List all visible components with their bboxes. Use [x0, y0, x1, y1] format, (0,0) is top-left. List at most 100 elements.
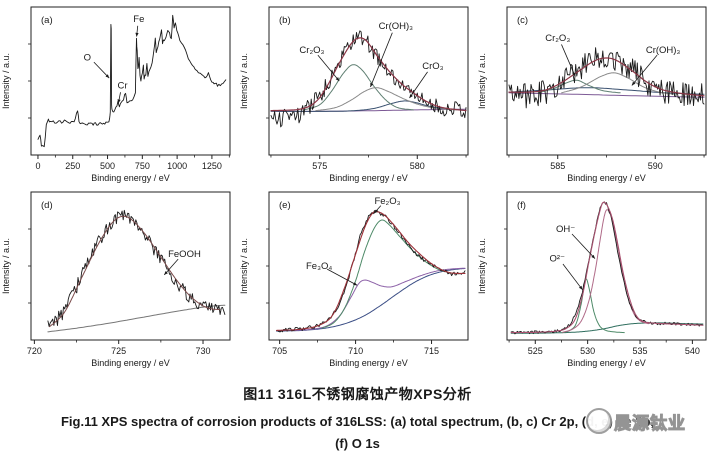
series-fit-envelope: [510, 201, 704, 334]
annotation-arrowhead: [578, 285, 583, 290]
annotation-arrow: [562, 263, 583, 290]
axis-box: [268, 191, 469, 341]
series-raw-data: [508, 47, 705, 109]
annotation-label: O²⁻: [549, 254, 565, 265]
series-background: [276, 268, 466, 332]
panel-f: 525 530 535 540 Binding energy / eV Intensity…: [476, 185, 714, 370]
x-axis-label: Binding energy / eV: [329, 173, 408, 183]
annotation-label: CrO₃: [422, 61, 443, 72]
series-fit-envelope: [508, 57, 705, 97]
annotation-arrow: [370, 32, 393, 88]
caption-english-line1: Fig.11 XPS spectra of corrosion products…: [60, 414, 655, 429]
x-tick-label: 0: [35, 161, 40, 171]
figure-caption: 图11 316L不锈钢腐蚀产物XPS分析 Fig.11 XPS spectra …: [0, 384, 715, 451]
x-tick-label: 575: [312, 161, 327, 171]
series-CrO3-component: [270, 100, 467, 112]
series-Fe3O4-component: [294, 267, 466, 331]
series-CrOH3-component: [561, 72, 676, 95]
y-axis-label: Intensity / a.u.: [1, 53, 11, 109]
annotation-arrowhead: [353, 282, 358, 286]
axis-box: [506, 191, 707, 341]
panel-d: 720 725 730 Binding energy / eV Intensity / …: [0, 185, 238, 370]
annotation-arrowhead: [572, 72, 576, 77]
y-axis-label: Intensity / a.u.: [477, 53, 487, 109]
panel-d-plot: 720 725 730 Binding energy / eV Intensity / …: [1, 191, 231, 368]
axis-box: [506, 6, 707, 156]
annotation-arrow: [561, 44, 576, 77]
x-tick-label: 750: [135, 161, 150, 171]
annotation-label: Fe₂O₃: [374, 196, 400, 207]
annotation-arrowhead: [117, 99, 121, 104]
x-tick-label: 1250: [202, 161, 222, 171]
annotation-arrow: [631, 54, 658, 86]
annotation-arrowhead: [335, 77, 340, 81]
x-tick-label: 725: [111, 346, 126, 356]
x-tick-label: 710: [348, 346, 363, 356]
series-fit-envelope: [49, 215, 221, 328]
x-tick-label: 525: [528, 346, 543, 356]
annotation-label: Cr(OH)₃: [379, 21, 414, 32]
panel-f-plot: 525 530 535 540 Binding energy / eV Intensity…: [477, 191, 707, 368]
x-tick-label: 540: [685, 346, 700, 356]
series-raw-data: [510, 201, 704, 335]
annotation-arrow: [571, 233, 596, 259]
panel-tag: (b): [279, 15, 291, 26]
annotation-arrowhead: [373, 209, 378, 214]
x-tick-label: 730: [196, 346, 211, 356]
annotation-label: Fe₃O₄: [306, 261, 332, 272]
panel-b: 575 580 Binding energy / eV Intensity / a.u…: [238, 0, 476, 185]
y-axis-label: Intensity / a.u.: [239, 238, 249, 294]
series-fit-envelope: [270, 37, 467, 112]
x-axis-label: Binding energy / eV: [91, 358, 170, 368]
annotation-label: O: [84, 52, 91, 63]
panel-e: 705 710 715 Binding energy / eV Intensity / …: [238, 185, 476, 370]
panel-tag: (e): [279, 200, 291, 211]
annotation-label: Cr₂O₃: [299, 45, 324, 56]
annotation-arrowhead: [409, 94, 413, 99]
annotation-label: FeOOH: [168, 249, 201, 260]
x-tick-label: 500: [100, 161, 115, 171]
x-axis-label: Binding energy / eV: [567, 358, 646, 368]
x-tick-label: 1000: [167, 161, 187, 171]
axis-box: [268, 6, 469, 156]
axis-box: [30, 6, 231, 156]
caption-chinese: 图11 316L不锈钢腐蚀产物XPS分析: [243, 386, 472, 402]
annotation-arrowhead: [164, 271, 168, 275]
x-axis-label: Binding energy / eV: [567, 173, 646, 183]
annotation-arrow: [317, 54, 340, 82]
panel-c: 585 590 Binding energy / eV Intensity / a.u…: [476, 0, 714, 185]
x-tick-label: 530: [580, 346, 595, 356]
x-tick-label: 535: [633, 346, 648, 356]
panel-tag: (f): [517, 200, 526, 211]
axis-box: [30, 191, 231, 341]
annotation-arrowhead: [370, 82, 374, 87]
y-axis-label: Intensity / a.u.: [477, 238, 487, 294]
series-CrOH3-component: [315, 87, 457, 112]
panel-a-plot: 0 250 500 750 1000 1250 Binding energy / eV Int…: [1, 6, 231, 183]
x-tick-label: 585: [550, 161, 565, 171]
figure-grid: 0 250 500 750 1000 1250 Binding energy / eV Int…: [0, 0, 714, 370]
series-survey-spectrum: [37, 14, 227, 148]
panel-tag: (d): [41, 200, 53, 211]
series-raw-data: [47, 209, 226, 327]
annotation-label: OH⁻: [556, 224, 575, 235]
panel-tag: (a): [41, 15, 53, 26]
annotation-arrowhead: [631, 81, 636, 86]
annotation-arrow: [93, 61, 110, 79]
annotation-arrow: [409, 71, 428, 99]
y-axis-label: Intensity / a.u.: [239, 53, 249, 109]
x-tick-label: 720: [27, 346, 42, 356]
annotation-arrowhead: [105, 74, 110, 79]
x-axis-label: Binding energy / eV: [329, 358, 408, 368]
panel-a: 0 250 500 750 1000 1250 Binding energy / eV Int…: [0, 0, 238, 185]
x-axis-label: Binding energy / eV: [91, 173, 170, 183]
caption-english-line2: (f) O 1s: [335, 436, 380, 451]
series-O2-component: [562, 278, 625, 334]
series-Fe2O3-component: [321, 219, 454, 329]
series-background: [47, 304, 226, 333]
annotation-label: Cr(OH)₃: [646, 45, 681, 56]
annotation-label: Cr₂O₃: [545, 33, 570, 44]
